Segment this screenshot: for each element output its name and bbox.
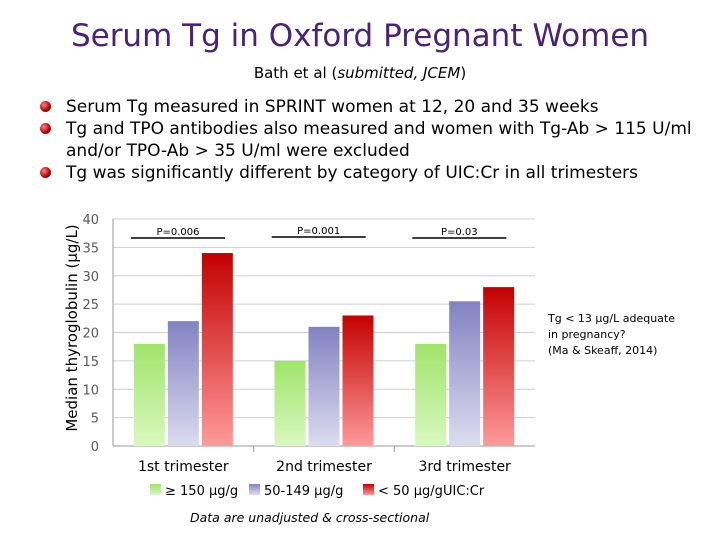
bar [274,360,306,446]
bullet-list: Serum Tg measured in SPRINT women at 12,… [40,96,700,184]
bullet-text: Tg was significantly different by catego… [66,163,639,183]
x-ticks: 1st trimester 2nd trimester 3rd trimester [138,459,511,475]
bar [133,343,165,446]
y-axis-label: Median thyroglobulin (μg/L) [63,224,81,431]
y-tick-label: 0 [91,440,99,455]
side-note-line: Tg < 13 μg/L adequate [548,312,675,325]
bullet-item: Tg was significantly different by catego… [40,162,700,184]
bullet-icon [40,123,51,134]
bullet-item: Tg and TPO antibodies also measured and … [40,118,700,162]
legend: ≥ 150 μg/g 50-149 μg/g < 50 μg/g UIC:Cr [150,484,485,499]
y-tick-label: 15 [82,355,99,370]
bar [201,253,233,446]
p-value-label: P=0.006 [156,227,199,238]
y-tick-label: 10 [82,383,99,398]
footer-note: Data are unadjusted & cross-sectional [190,510,430,525]
p-value-label: P=0.001 [297,226,340,237]
legend-swatch [363,484,374,495]
bar [342,315,374,446]
x-tick-label: 1st trimester [138,459,229,475]
bullet-item: Serum Tg measured in SPRINT women at 12,… [40,96,700,118]
side-note: Tg < 13 μg/L adequate in pregnancy? (Ma … [548,311,708,359]
legend-label: ≥ 150 μg/g [165,484,238,499]
y-tick-label: 35 [82,241,99,256]
x-tick-label: 3rd trimester [419,459,512,475]
bullet-icon [40,167,51,178]
y-ticks: 0 5 10 15 20 25 30 35 40 [82,213,99,455]
legend-swatch [150,484,161,495]
slide-title: Serum Tg in Oxford Pregnant Women [70,18,650,54]
legend-label: 50-149 μg/g [264,484,343,499]
x-tick-label: 2nd trimester [276,459,372,475]
legend-label: < 50 μg/g [378,484,443,499]
subtitle-post: ) [460,64,467,82]
p-value-label: P=0.03 [441,227,478,238]
bar [308,326,340,446]
subtitle-italic: submitted, JCEM [337,64,461,82]
legend-suffix: UIC:Cr [443,484,485,499]
y-tick-label: 40 [82,213,99,228]
bar [483,287,515,446]
bullet-icon [40,101,51,112]
side-note-line: in pregnancy? [548,328,626,341]
y-tick-label: 30 [82,270,99,285]
y-tick-label: 20 [82,327,99,342]
y-tick-label: 5 [91,412,99,427]
legend-swatch [249,484,260,495]
bar [449,301,481,446]
y-tick-label: 25 [82,298,99,313]
p-value-annotations: P=0.006 P=0.001 P=0.03 [131,226,507,239]
slide-subtitle: Bath et al (submitted, JCEM) [0,64,720,82]
bar [167,321,199,446]
bars [133,253,515,446]
side-note-line: (Ma & Skeaff, 2014) [548,344,658,357]
bar-chart: 0 5 10 15 20 25 30 35 40 1st trimester 2nd trimes… [63,213,535,499]
bullet-text: Tg and TPO antibodies also measured and … [66,119,692,161]
subtitle-pre: Bath et al ( [253,64,338,82]
bar [415,343,447,446]
bullet-text: Serum Tg measured in SPRINT women at 12,… [66,97,599,117]
